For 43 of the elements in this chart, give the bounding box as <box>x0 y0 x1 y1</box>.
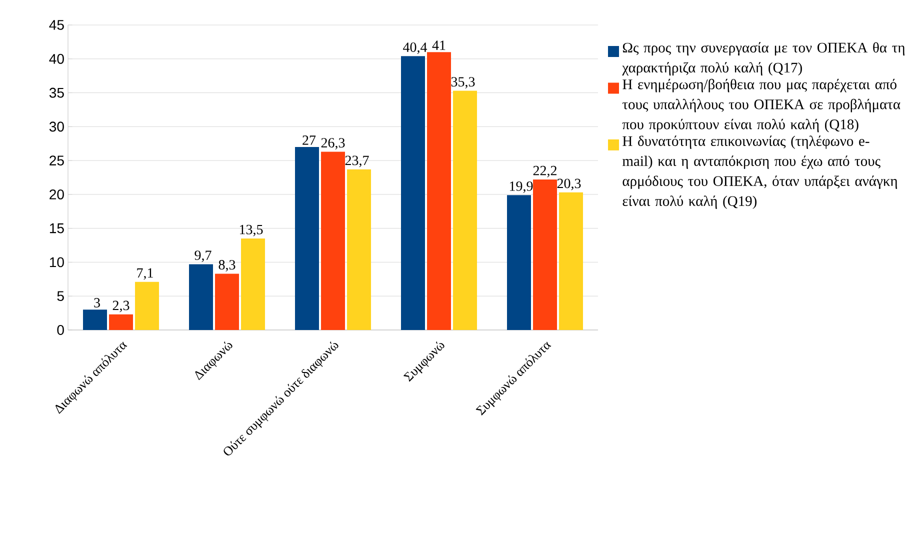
y-tick-label: 35 <box>49 88 64 98</box>
y-tick-label: 30 <box>49 122 64 132</box>
data-label: 40,4 <box>403 42 428 54</box>
data-label: 22,2 <box>533 166 556 178</box>
bar <box>295 146 320 330</box>
bar <box>83 310 108 330</box>
bar <box>427 52 452 330</box>
data-label: 9,7 <box>194 250 212 262</box>
bar <box>109 314 134 330</box>
data-label: 8,3 <box>218 260 236 272</box>
bar <box>533 180 558 330</box>
data-label: 27 <box>302 136 316 145</box>
legend-label: Ως προς την συνεργασία με τον ΟΠΕΚΑ θα τη χαρακτήριζα πολύ καλή (Q17) <box>622 42 905 76</box>
bar <box>559 192 584 330</box>
legend-label: Η δυνατότητα επικοινωνίας (τηλέφωνο e-mail) και η ανταπόκριση που έχω από τους αρμόδιους του ΟΠΕΚΑ, όταν υπάρξει ανάγκη είναι πολύ καλή (Q19) <box>622 136 898 209</box>
bar <box>215 274 240 330</box>
bar <box>507 195 531 330</box>
y-tick-label: 10 <box>50 257 64 268</box>
bar <box>321 152 346 330</box>
y-tick-label: 15 <box>50 223 64 234</box>
y-tick-label: 25 <box>50 156 64 166</box>
bar <box>189 264 214 330</box>
data-label: 26,3 <box>321 138 345 150</box>
data-label: 13,5 <box>240 224 263 236</box>
data-label: 41 <box>432 40 446 50</box>
data-label: 23,7 <box>345 156 369 168</box>
data-label: 3 <box>94 298 100 308</box>
bar <box>347 169 372 330</box>
legend-label: Η ενημέρωση/βοήθεια που μας παρέχεται από τους υπαλλήλους του ΟΠΕΚΑ σε προβλήματα που προκύπτουν είναι πολύ καλή (Q18) <box>622 78 900 132</box>
y-tick-label: 20 <box>50 189 64 200</box>
y-tick-label: 45 <box>49 20 64 30</box>
data-label: 19,9 <box>510 181 533 193</box>
y-tick-label: 40 <box>49 54 64 64</box>
y-tick-label: 0 <box>57 325 64 335</box>
data-label: 2,3 <box>112 300 130 312</box>
data-label: 7,1 <box>137 268 153 280</box>
bar <box>453 90 478 330</box>
bar <box>135 282 160 330</box>
y-tick-label: 5 <box>57 291 64 301</box>
data-label: 35,3 <box>451 77 475 89</box>
bar <box>401 56 426 330</box>
data-label: 20,3 <box>557 178 581 190</box>
bar <box>241 238 266 330</box>
